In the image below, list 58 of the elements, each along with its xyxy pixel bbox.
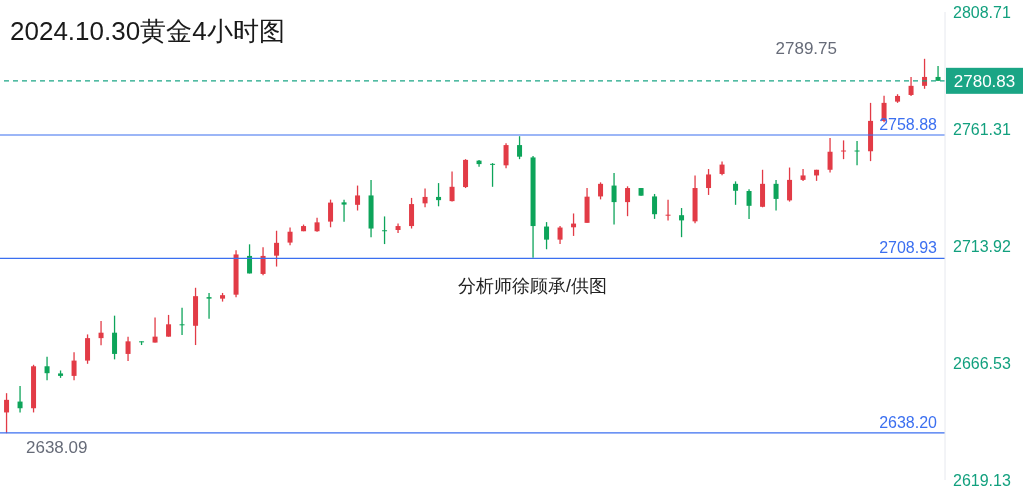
candlestick <box>341 198 347 223</box>
chart-title: 2024.10.30黄金4小时图 <box>10 15 285 48</box>
candlestick <box>328 198 334 228</box>
candlestick <box>706 168 712 196</box>
candlestick <box>490 162 496 188</box>
candlestick <box>800 168 806 182</box>
candlestick <box>557 225 563 245</box>
candlestick <box>409 197 415 230</box>
candlestick <box>44 355 50 381</box>
candlestick <box>733 180 739 206</box>
candlestick <box>422 187 428 208</box>
candlestick <box>760 169 766 208</box>
candlestick <box>4 392 10 434</box>
candlestick <box>544 221 550 250</box>
ref-line-label: 2780.83 <box>953 71 1016 91</box>
candlestick <box>854 140 860 166</box>
candlestick <box>355 184 361 212</box>
candlestick <box>935 65 941 82</box>
candlestick <box>908 76 914 97</box>
annotation: 分析师徐顾承/供图 <box>458 275 608 298</box>
candlestick <box>625 185 631 217</box>
annotation: 2789.75 <box>775 39 837 59</box>
candlestick <box>611 172 617 226</box>
candlestick <box>652 193 658 220</box>
candlestick <box>17 385 23 414</box>
candlestick <box>787 166 793 203</box>
candlestick <box>841 139 847 160</box>
candlestick <box>112 315 118 361</box>
ref-line-label: 2758.88 <box>879 116 938 134</box>
ref-line-label: 2708.93 <box>879 239 938 257</box>
candlestick <box>436 182 442 207</box>
ref-line-label: 2638.20 <box>879 413 938 431</box>
candlestick <box>382 215 388 245</box>
candlestick <box>773 179 779 212</box>
candlestick <box>503 142 509 169</box>
candlestick <box>274 230 280 268</box>
candlestick <box>166 314 172 338</box>
y-tick-label: 2808.71 <box>953 3 1011 21</box>
candlestick <box>665 198 671 222</box>
candlestick <box>827 137 833 174</box>
candlestick <box>152 316 158 344</box>
y-tick-label: 2666.53 <box>953 354 1011 372</box>
candlestick <box>125 336 131 362</box>
candlestick <box>679 207 685 238</box>
candlestick <box>517 135 523 160</box>
candlestick <box>85 333 91 365</box>
candlestick <box>98 320 104 346</box>
candlestick <box>449 170 455 203</box>
candlestick <box>179 307 185 336</box>
y-tick-label: 2713.92 <box>953 237 1011 255</box>
annotation: 2638.09 <box>26 438 88 458</box>
candlestick <box>71 351 77 381</box>
y-tick-label: 2619.13 <box>953 471 1011 489</box>
candlestick <box>206 292 212 320</box>
candlestick <box>260 246 266 276</box>
candlestick <box>746 188 752 220</box>
y-tick-label: 2761.31 <box>953 120 1011 138</box>
candlestick <box>922 58 928 90</box>
